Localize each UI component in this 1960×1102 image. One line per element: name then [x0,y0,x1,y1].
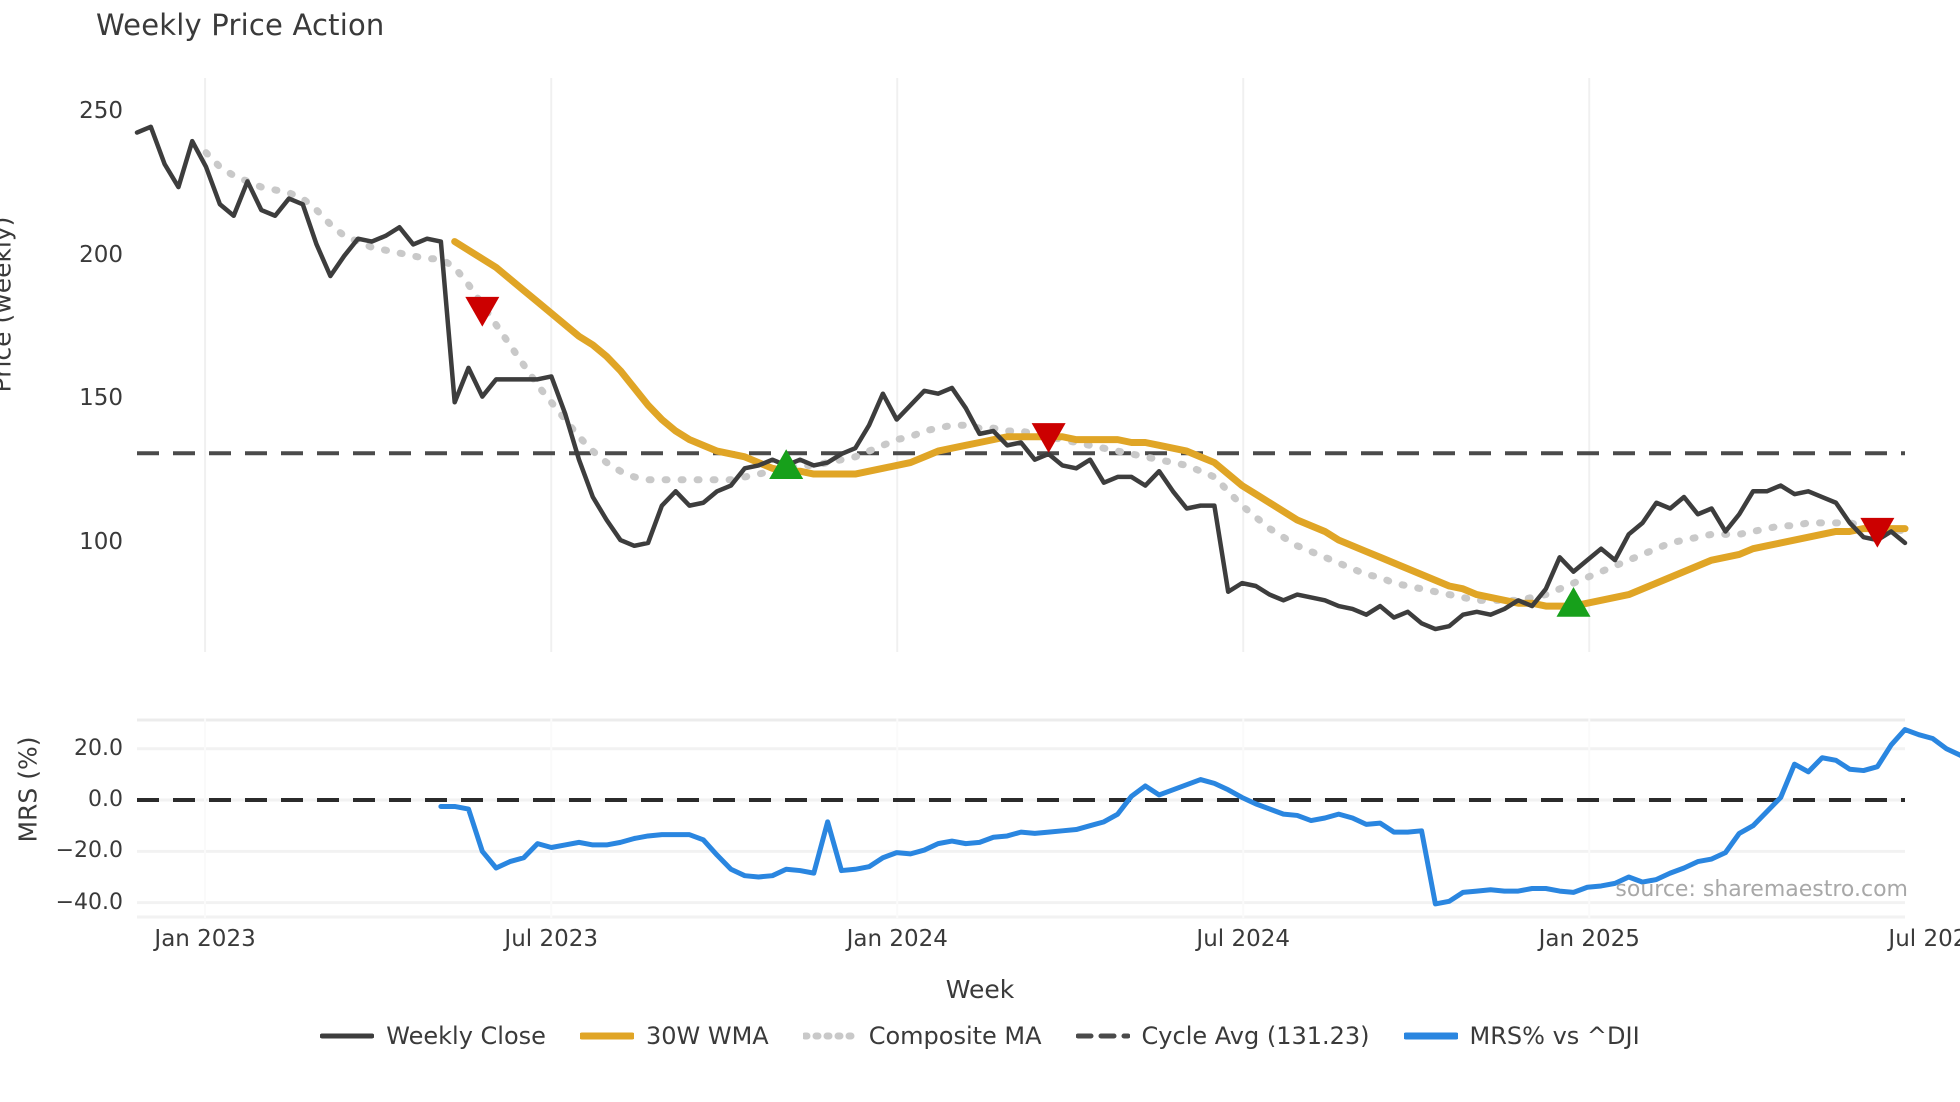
x-tick-3: Jul 2024 [1196,926,1291,952]
y-tick-price-0: 250 [79,98,123,125]
chart-legend: Weekly Close 30W WMA Composite MA Cycle Avg… [0,1022,1960,1050]
legend-item-1[interactable]: 30W WMA [579,1022,769,1050]
y-axis-label-mrs: MRS (%) [13,736,43,843]
y-tick-price-3: 100 [79,528,123,555]
mrs-panel [137,718,1960,919]
series-composite-ma [202,149,1909,604]
legend-item-0[interactable]: Weekly Close [320,1022,546,1050]
mrs-plot [137,718,1960,919]
x-tick-1: Jul 2023 [504,926,599,952]
buy-marker-1 [769,449,804,480]
buy-marker-3 [1556,587,1591,617]
y-tick-mrs-3: −40.0 [55,889,123,915]
sell-marker-0 [465,296,500,327]
legend-label-0: Weekly Close [386,1022,546,1050]
y-tick-mrs-2: −20.0 [55,838,123,864]
x-tick-2: Jan 2024 [846,926,948,952]
series-mrs-pct [438,727,1960,907]
y-tick-price-2: 150 [79,385,123,412]
page-title: Weekly Price Action [96,8,385,42]
series-30w-wma [451,238,1909,610]
legend-label-2: Composite MA [868,1022,1042,1050]
sell-marker-4 [1860,517,1895,548]
legend-item-4[interactable]: MRS% vs ^DJI [1403,1022,1640,1050]
x-tick-0: Jan 2023 [154,926,256,952]
legend-swatch-0 [320,1033,375,1039]
legend-swatch-3 [1075,1033,1130,1039]
x-axis-label: Week [945,975,1015,1004]
y-tick-mrs-0: 20.0 [74,735,123,761]
y-tick-price-1: 200 [79,241,123,268]
sell-marker-2 [1031,423,1066,453]
legend-swatch-1 [579,1032,634,1040]
legend-item-2[interactable]: Composite MA [802,1022,1042,1050]
x-tick-4: Jan 2025 [1538,926,1640,952]
legend-item-3[interactable]: Cycle Avg (131.23) [1075,1022,1370,1050]
legend-label-1: 30W WMA [645,1022,769,1050]
source-watermark: source: sharemaestro.com [1615,877,1908,902]
legend-swatch-2 [802,1032,857,1040]
price-plot [134,78,1909,652]
y-tick-mrs-1: 0.0 [88,787,123,813]
legend-label-3: Cycle Avg (131.23) [1141,1022,1370,1050]
price-panel [134,78,1909,652]
y-axis-label-price: Price (weekly) [0,216,17,393]
legend-swatch-4 [1403,1032,1458,1040]
x-tick-5: Jul 2025 [1888,926,1960,952]
series-weekly-close [134,124,1908,632]
legend-label-4: MRS% vs ^DJI [1469,1022,1640,1050]
